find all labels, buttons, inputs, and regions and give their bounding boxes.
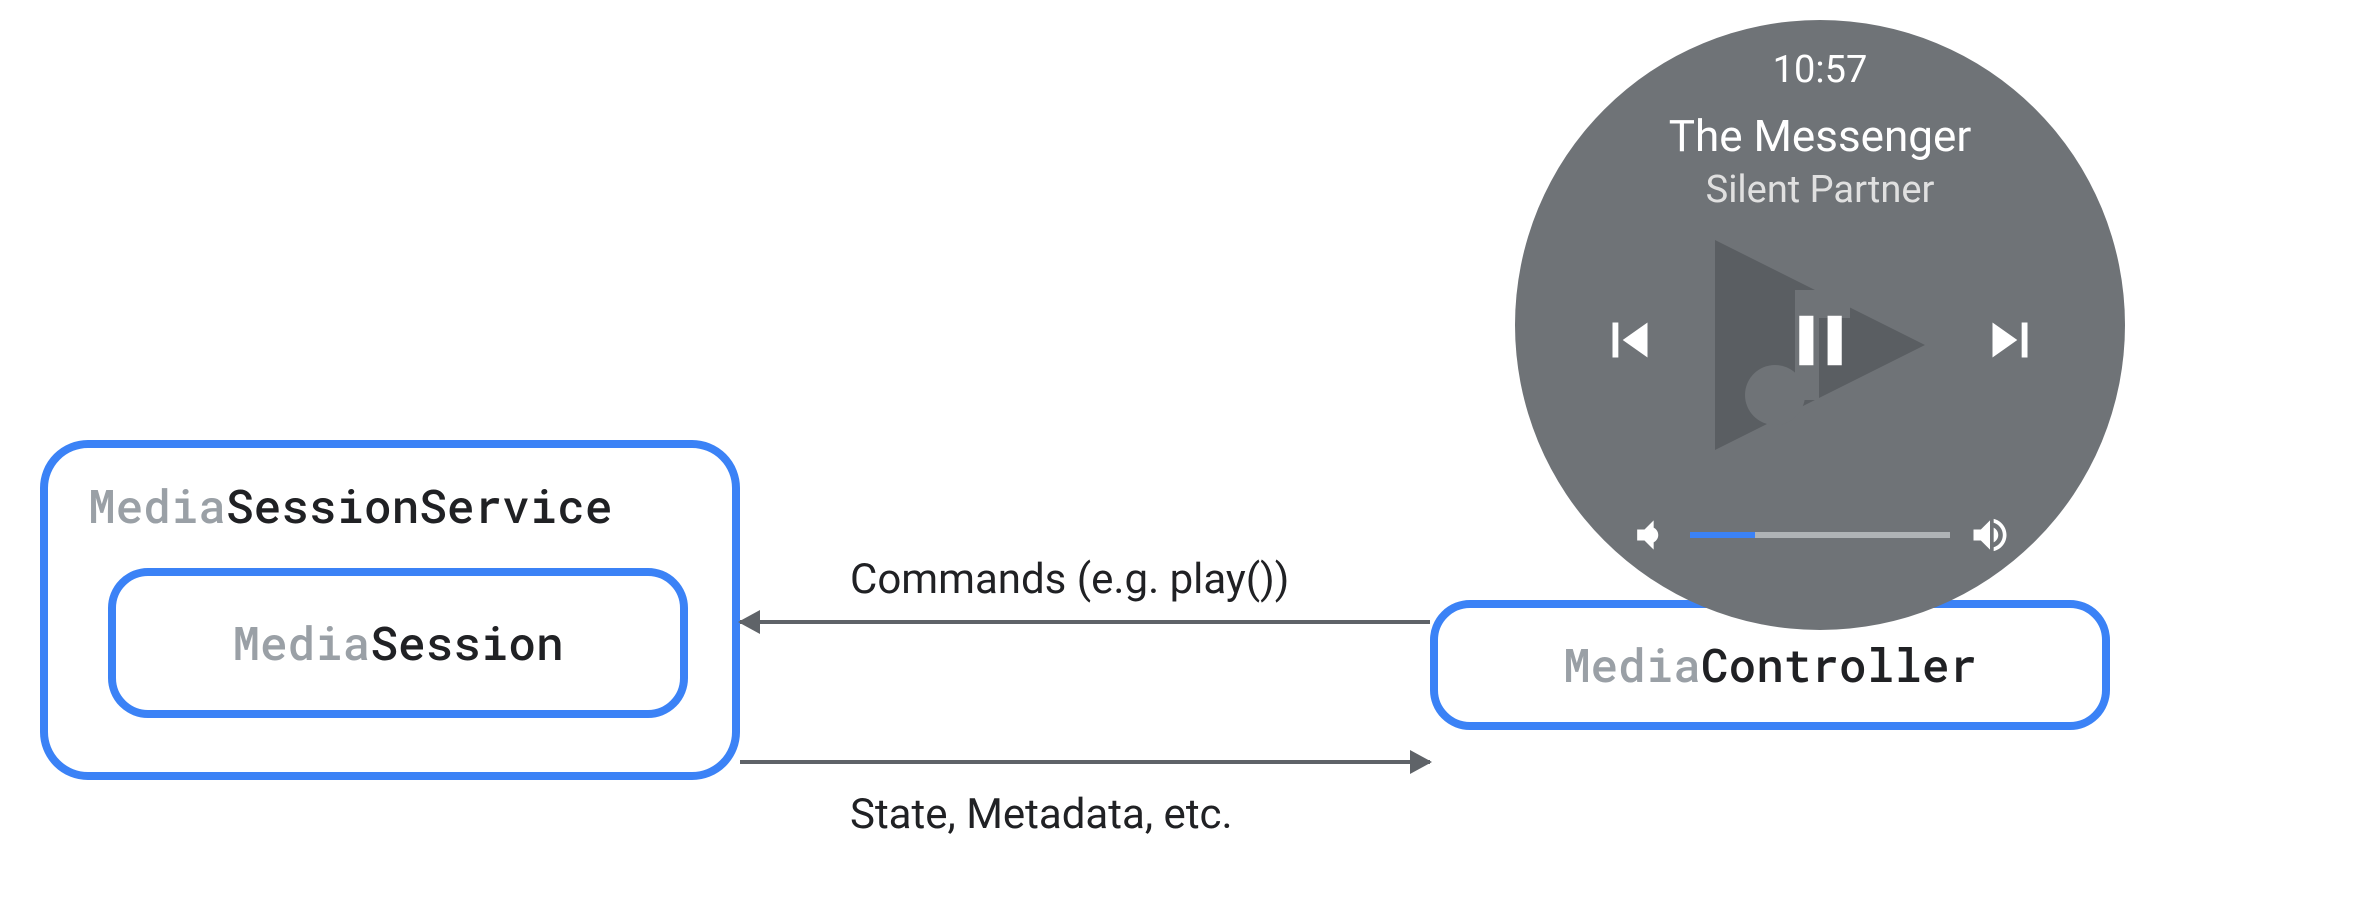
- pause-icon: [1778, 298, 1863, 383]
- label-prefix: Media: [88, 476, 226, 536]
- label-prefix: Media: [232, 613, 370, 673]
- volume-slider[interactable]: [1690, 532, 1950, 538]
- label-name: SessionService: [226, 476, 612, 536]
- skip-next-button[interactable]: [1965, 295, 2055, 385]
- watch-time: 10:57: [1515, 48, 2125, 92]
- label-name: Session: [370, 613, 563, 673]
- arrowhead-right-icon: [1410, 750, 1432, 774]
- arrow-commands-label: Commands (e.g. play()): [850, 555, 1289, 604]
- watch-volume-row: [1515, 510, 2125, 560]
- media-session-service-label: MediaSessionService: [88, 476, 613, 536]
- watch-artist: Silent Partner: [1515, 168, 2125, 212]
- volume-down-icon[interactable]: [1628, 513, 1672, 557]
- arrowhead-left-icon: [738, 610, 760, 634]
- label-name: Controller: [1701, 635, 1977, 695]
- skip-previous-icon: [1595, 305, 1665, 375]
- watch-track-title: The Messenger: [1515, 110, 2125, 162]
- label-text: Commands (e.g. play()): [850, 555, 1289, 604]
- label-prefix: Media: [1563, 635, 1701, 695]
- arrow-state-label: State, Metadata, etc.: [850, 790, 1233, 839]
- volume-slider-fill: [1690, 532, 1755, 538]
- watch-face: 10:57 The Messenger Silent Partner: [1515, 20, 2125, 630]
- watch-playback-controls: [1515, 280, 2125, 400]
- arrow-state: [740, 760, 1430, 764]
- arrow-commands: [740, 620, 1430, 624]
- skip-next-icon: [1975, 305, 2045, 375]
- skip-previous-button[interactable]: [1585, 295, 1675, 385]
- play-pause-button[interactable]: [1775, 295, 1865, 385]
- volume-up-icon[interactable]: [1968, 513, 2012, 557]
- label-text: State, Metadata, etc.: [850, 790, 1233, 839]
- media-session-box: MediaSession: [108, 568, 688, 718]
- media-session-service-box: MediaSessionService MediaSession: [40, 440, 740, 780]
